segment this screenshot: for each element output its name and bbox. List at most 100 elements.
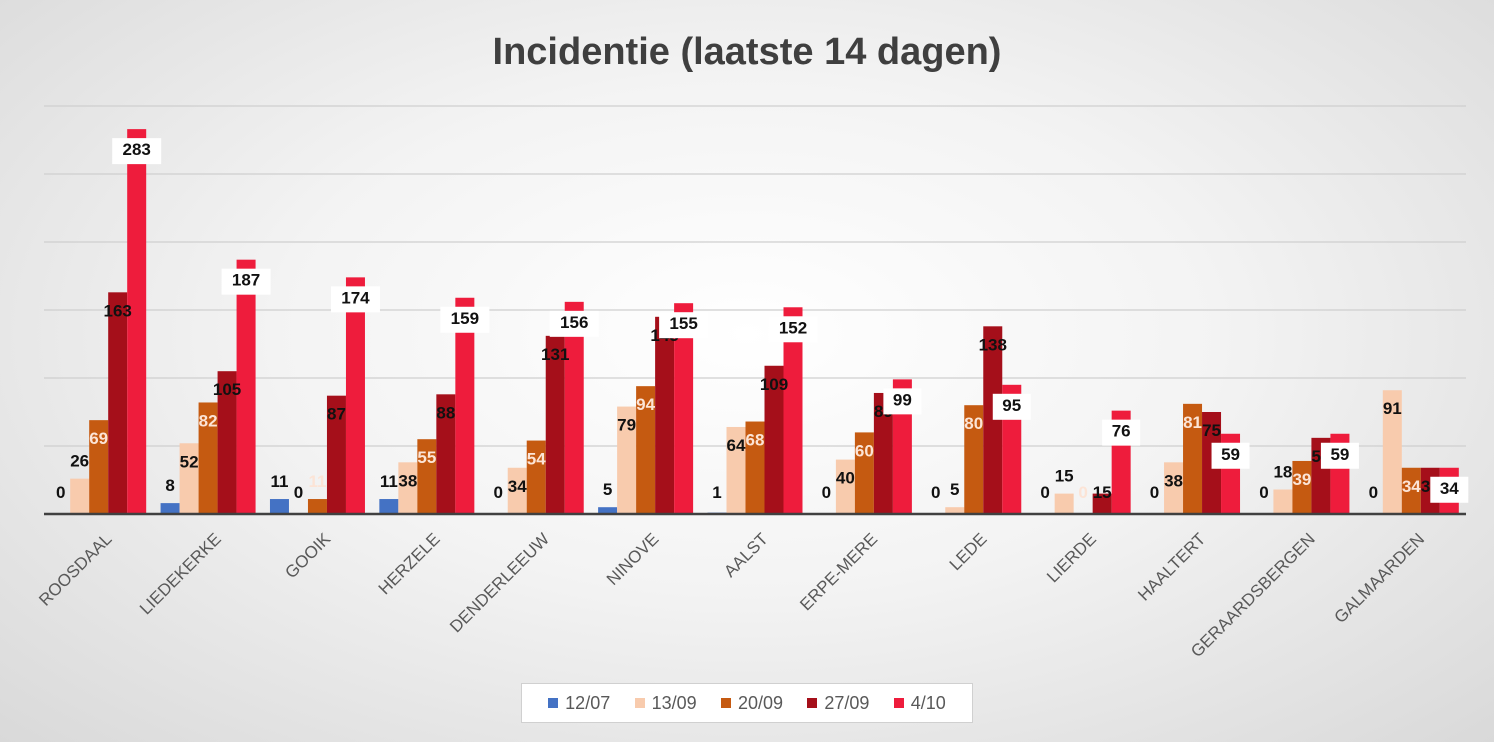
bar[interactable] xyxy=(236,259,256,514)
bar[interactable] xyxy=(1092,493,1112,514)
legend: 12/07 13/09 20/09 27/09 4/10 xyxy=(521,683,973,723)
legend-item[interactable]: 13/09 xyxy=(634,692,697,714)
data-label: 34 xyxy=(1440,479,1459,498)
bar[interactable] xyxy=(436,394,456,514)
bar[interactable] xyxy=(269,499,289,514)
bar[interactable] xyxy=(1382,390,1402,514)
legend-label: 13/09 xyxy=(651,692,697,713)
category-label: ERPE-MERE xyxy=(796,529,881,614)
bar[interactable] xyxy=(1401,467,1421,514)
data-label: 34 xyxy=(1402,477,1421,496)
data-label-box xyxy=(768,316,818,343)
data-label: 0 xyxy=(294,483,303,502)
bar[interactable] xyxy=(1054,493,1074,514)
category-label: AALST xyxy=(720,529,772,581)
bar[interactable] xyxy=(726,426,746,514)
data-label: 283 xyxy=(123,140,151,159)
bar[interactable] xyxy=(617,406,637,514)
bar[interactable] xyxy=(835,459,855,514)
legend-swatch xyxy=(548,698,559,708)
bar[interactable] xyxy=(345,277,365,514)
category-label: NINOVE xyxy=(603,529,663,589)
data-label: 155 xyxy=(669,314,697,333)
data-label: 94 xyxy=(636,395,655,414)
data-label: 91 xyxy=(1383,399,1402,418)
data-label: 8 xyxy=(165,476,174,495)
bar[interactable] xyxy=(636,386,656,514)
category-label: LIEDEKERKE xyxy=(136,529,225,618)
data-label-box xyxy=(1430,476,1469,503)
chart-title: Incidentie (laatste 14 dagen) xyxy=(493,31,1002,73)
data-label: 68 xyxy=(746,431,765,450)
legend-item[interactable]: 4/10 xyxy=(893,692,946,714)
bar[interactable] xyxy=(764,365,784,514)
bar[interactable] xyxy=(198,402,218,514)
data-label: 59 xyxy=(1330,445,1349,464)
data-label-box xyxy=(659,312,709,339)
category-label: HERZELE xyxy=(375,529,444,598)
bar[interactable] xyxy=(217,371,237,514)
bar[interactable] xyxy=(108,292,128,514)
data-label: 88 xyxy=(436,403,455,422)
data-label: 38 xyxy=(1164,471,1183,490)
bar[interactable] xyxy=(945,507,965,514)
bar[interactable] xyxy=(326,395,346,514)
bar[interactable] xyxy=(545,335,565,514)
data-label-box xyxy=(992,393,1031,420)
data-label-box xyxy=(112,138,162,165)
bar[interactable] xyxy=(89,420,109,514)
data-label: 0 xyxy=(1259,483,1268,502)
data-label: 152 xyxy=(779,318,807,337)
data-label: 99 xyxy=(893,390,912,409)
bar[interactable] xyxy=(854,432,874,514)
legend-item[interactable]: 12/07 xyxy=(548,693,610,714)
bar[interactable] xyxy=(674,303,694,514)
bar[interactable] xyxy=(873,392,893,514)
bar[interactable] xyxy=(160,503,180,514)
data-label: 11 xyxy=(270,472,288,491)
bars xyxy=(70,129,1459,514)
bar[interactable] xyxy=(1183,403,1203,514)
data-label: 87 xyxy=(327,405,346,424)
category-label: ROOSDAAL xyxy=(35,529,115,609)
data-label: 138 xyxy=(979,335,1007,354)
bar[interactable] xyxy=(983,326,1003,514)
data-label: 15 xyxy=(1093,483,1112,502)
data-label: 18 xyxy=(1273,463,1292,482)
category-labels: ROOSDAAL LIEDEKERKE GOOIK HERZELE DENDERLEEU… xyxy=(35,529,1428,661)
legend-label: 4/10 xyxy=(910,692,946,713)
data-label: 5 xyxy=(950,480,959,499)
bar[interactable] xyxy=(127,129,147,514)
legend-item[interactable]: 27/09 xyxy=(807,693,869,714)
legend-item[interactable]: 20/09 xyxy=(720,693,783,714)
bar[interactable] xyxy=(417,439,437,514)
bar[interactable] xyxy=(1273,489,1293,514)
legend-swatch xyxy=(807,698,818,708)
bar[interactable] xyxy=(307,499,327,514)
data-label: 0 xyxy=(931,483,940,502)
bar[interactable] xyxy=(179,443,199,514)
bar[interactable] xyxy=(455,297,475,514)
data-label-box xyxy=(330,286,380,313)
data-label: 109 xyxy=(760,375,788,394)
bar[interactable] xyxy=(1164,462,1184,514)
data-label: 55 xyxy=(417,448,436,467)
data-label-box xyxy=(883,388,922,415)
bar[interactable] xyxy=(655,316,675,514)
bar[interactable] xyxy=(1292,460,1312,514)
data-label: 5 xyxy=(603,480,612,499)
bar[interactable] xyxy=(745,421,765,514)
category-label: DENDERLEEUW xyxy=(446,529,553,636)
bar[interactable] xyxy=(783,307,803,514)
bar[interactable] xyxy=(507,467,527,514)
bar[interactable] xyxy=(398,462,418,514)
bar[interactable] xyxy=(964,405,984,514)
data-label: 69 xyxy=(89,429,108,448)
bar[interactable] xyxy=(70,478,90,514)
data-label: 75 xyxy=(1202,421,1221,440)
bar[interactable] xyxy=(564,301,584,514)
bar[interactable] xyxy=(598,507,618,514)
bar[interactable] xyxy=(379,499,399,514)
bar[interactable] xyxy=(526,440,546,514)
